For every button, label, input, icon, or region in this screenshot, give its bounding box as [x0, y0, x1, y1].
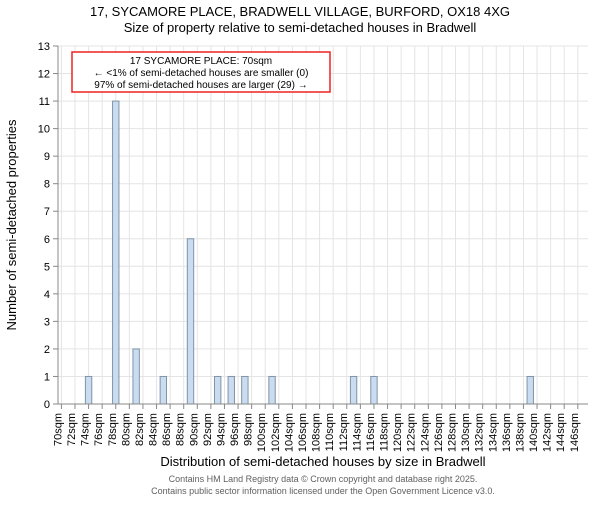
y-tick-label: 1 [44, 371, 50, 383]
x-tick-label: 110sqm [324, 413, 336, 451]
bar: 1 [527, 376, 533, 404]
y-tick-label: 13 [38, 41, 50, 53]
bar: 1 [242, 376, 248, 404]
footer-line2: Contains public sector information licen… [151, 486, 495, 496]
bar: 1 [350, 376, 356, 404]
x-tick-label: 122sqm [406, 413, 418, 452]
x-tick-label: 88sqm [175, 413, 187, 446]
x-axis-label: Distribution of semi-detached houses by … [160, 454, 485, 469]
x-tick-label: 130sqm [460, 413, 472, 452]
x-tick-label: 114sqm [351, 413, 363, 451]
histogram-svg: 17, SYCAMORE PLACE, BRADWELL VILLAGE, BU… [0, 0, 600, 500]
x-tick-label: 70sqm [52, 413, 64, 446]
x-tick-label: 138sqm [514, 413, 526, 452]
x-tick-label: 118sqm [379, 413, 391, 451]
callout-line3: 97% of semi-detached houses are larger (… [94, 80, 307, 91]
x-tick-label: 108sqm [311, 413, 323, 452]
x-tick-label: 78sqm [107, 413, 119, 446]
x-tick-label: 98sqm [243, 413, 255, 446]
callout-line1: 17 SYCAMORE PLACE: 70sqm [130, 56, 272, 67]
x-tick-label: 90sqm [188, 413, 200, 446]
x-tick-label: 132sqm [474, 413, 486, 452]
x-tick-label: 140sqm [528, 413, 540, 452]
bar: 2 [133, 349, 139, 404]
x-tick-label: 102sqm [270, 413, 282, 452]
x-tick-label: 134sqm [487, 413, 499, 452]
x-tick-label: 144sqm [555, 413, 567, 452]
x-tick-label: 146sqm [569, 413, 581, 452]
x-tick-label: 106sqm [297, 413, 309, 452]
bar: 1 [160, 376, 166, 404]
x-tick-label: 116sqm [365, 413, 377, 451]
x-tick-label: 86sqm [161, 413, 173, 446]
bar: 1 [228, 376, 234, 404]
chart-title-1: 17, SYCAMORE PLACE, BRADWELL VILLAGE, BU… [90, 4, 510, 19]
footer-line1: Contains HM Land Registry data © Crown c… [169, 474, 478, 484]
x-tick-label: 96sqm [229, 413, 241, 446]
x-tick-label: 142sqm [542, 413, 554, 452]
x-tick-label: 112sqm [338, 413, 350, 451]
callout-line2: ← <1% of semi-detached houses are smalle… [94, 68, 309, 79]
x-tick-label: 100sqm [256, 413, 268, 452]
chart-title-2: Size of property relative to semi-detach… [124, 20, 477, 35]
bar: 1 [85, 376, 91, 404]
bar: 1 [214, 376, 220, 404]
x-tick-label: 120sqm [392, 413, 404, 452]
x-tick-label: 92sqm [202, 413, 214, 446]
y-tick-label: 7 [44, 206, 50, 218]
x-tick-label: 84sqm [148, 413, 160, 446]
x-tick-label: 80sqm [120, 413, 132, 446]
y-axis-label: Number of semi-detached properties [4, 119, 19, 330]
y-tick-label: 3 [44, 316, 50, 328]
x-tick-label: 74sqm [80, 413, 92, 446]
y-tick-label: 5 [44, 261, 50, 273]
x-tick-label: 72sqm [66, 413, 78, 446]
y-tick-label: 12 [38, 69, 50, 81]
y-tick-label: 8 [44, 179, 50, 191]
y-tick-label: 9 [44, 151, 50, 163]
bar: 1 [269, 376, 275, 404]
y-tick-label: 2 [44, 344, 50, 356]
x-tick-label: 136sqm [501, 413, 513, 452]
x-tick-label: 76sqm [93, 413, 105, 446]
bar: 6 [187, 239, 193, 404]
x-tick-label: 124sqm [419, 413, 431, 452]
y-tick-label: 11 [39, 96, 50, 108]
y-tick-label: 6 [44, 234, 50, 246]
bar: 1 [371, 376, 377, 404]
y-tick-label: 4 [44, 289, 50, 301]
x-tick-label: 94sqm [215, 413, 227, 446]
y-tick-label: 10 [38, 124, 50, 136]
x-tick-label: 82sqm [134, 413, 146, 446]
bar: 11 [113, 101, 119, 404]
x-tick-label: 104sqm [283, 413, 295, 452]
chart-container: 17, SYCAMORE PLACE, BRADWELL VILLAGE, BU… [0, 0, 600, 500]
x-tick-label: 126sqm [433, 413, 445, 452]
x-tick-label: 128sqm [447, 413, 459, 452]
y-tick-label: 0 [44, 399, 50, 411]
